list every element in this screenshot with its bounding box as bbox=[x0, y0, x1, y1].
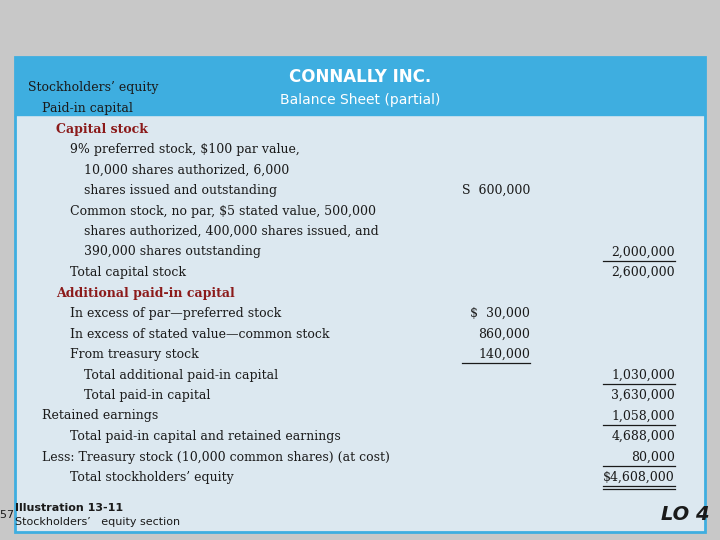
Text: Retained earnings: Retained earnings bbox=[42, 409, 158, 422]
Text: 140,000: 140,000 bbox=[478, 348, 530, 361]
Text: In excess of stated value—common stock: In excess of stated value—common stock bbox=[70, 327, 330, 341]
Text: Balance Sheet (partial): Balance Sheet (partial) bbox=[280, 93, 440, 107]
Text: Capital stock: Capital stock bbox=[56, 123, 148, 136]
Text: 4,688,000: 4,688,000 bbox=[611, 430, 675, 443]
Text: 1,058,000: 1,058,000 bbox=[611, 409, 675, 422]
Text: shares authorized, 400,000 shares issued, and: shares authorized, 400,000 shares issued… bbox=[84, 225, 379, 238]
Text: 2,000,000: 2,000,000 bbox=[611, 246, 675, 259]
Text: $  30,000: $ 30,000 bbox=[470, 307, 530, 320]
Text: 9% preferred stock, $100 par value,: 9% preferred stock, $100 par value, bbox=[70, 143, 300, 156]
Text: 10,000 shares authorized, 6,000: 10,000 shares authorized, 6,000 bbox=[84, 164, 289, 177]
Text: 390,000 shares outstanding: 390,000 shares outstanding bbox=[84, 246, 261, 259]
Text: 2,600,000: 2,600,000 bbox=[611, 266, 675, 279]
Text: Paid-in capital: Paid-in capital bbox=[42, 102, 133, 115]
Text: Additional paid-in capital: Additional paid-in capital bbox=[56, 287, 235, 300]
Text: Stockholders’   equity section: Stockholders’ equity section bbox=[15, 517, 180, 527]
Text: 13-57: 13-57 bbox=[0, 510, 15, 520]
Text: Common stock, no par, $5 stated value, 500,000: Common stock, no par, $5 stated value, 5… bbox=[70, 205, 376, 218]
Bar bbox=[15, 57, 705, 115]
Text: LO 4: LO 4 bbox=[662, 505, 710, 524]
Text: CONNALLY INC.: CONNALLY INC. bbox=[289, 68, 431, 86]
Text: Stockholders’ equity: Stockholders’ equity bbox=[28, 82, 158, 94]
Text: Total capital stock: Total capital stock bbox=[70, 266, 186, 279]
Text: 80,000: 80,000 bbox=[631, 450, 675, 463]
Text: Total stockholders’ equity: Total stockholders’ equity bbox=[70, 471, 234, 484]
Text: Total additional paid-in capital: Total additional paid-in capital bbox=[84, 368, 278, 381]
Text: In excess of par—preferred stock: In excess of par—preferred stock bbox=[70, 307, 282, 320]
Text: 860,000: 860,000 bbox=[478, 327, 530, 341]
Bar bbox=[15, 57, 705, 532]
Text: 3,630,000: 3,630,000 bbox=[611, 389, 675, 402]
Text: Total paid-in capital: Total paid-in capital bbox=[84, 389, 210, 402]
Text: 1,030,000: 1,030,000 bbox=[611, 368, 675, 381]
Text: Total paid-in capital and retained earnings: Total paid-in capital and retained earni… bbox=[70, 430, 341, 443]
Text: From treasury stock: From treasury stock bbox=[70, 348, 199, 361]
Text: shares issued and outstanding: shares issued and outstanding bbox=[84, 184, 277, 197]
Text: Less: Treasury stock (10,000 common shares) (at cost): Less: Treasury stock (10,000 common shar… bbox=[42, 450, 390, 463]
Text: Illustration 13-11: Illustration 13-11 bbox=[15, 503, 123, 513]
Text: $4,608,000: $4,608,000 bbox=[603, 471, 675, 484]
Text: S  600,000: S 600,000 bbox=[462, 184, 530, 197]
